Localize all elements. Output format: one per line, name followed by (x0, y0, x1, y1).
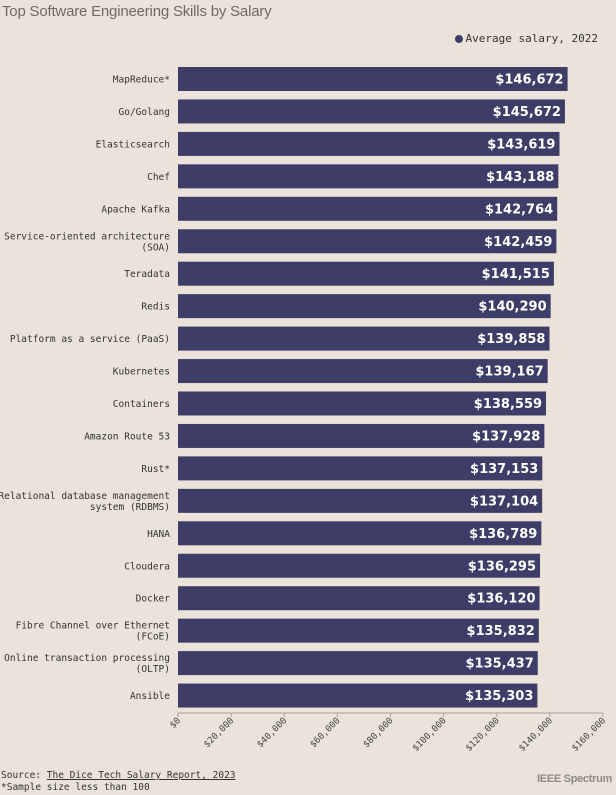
category-label: Amazon Route 53 (84, 431, 170, 442)
x-tick-label: $120,000 (464, 716, 502, 754)
sample-size-note: *Sample size less than 100 (1, 782, 150, 793)
value-label: $142,459 (484, 235, 552, 250)
category-label: Fibre Channel over Ethernet (16, 621, 170, 632)
category-label: Ansible (130, 691, 170, 702)
legend-swatch (454, 34, 463, 43)
value-label: $135,303 (465, 689, 533, 704)
bar (178, 651, 538, 676)
bar (178, 131, 560, 156)
value-label: $135,832 (467, 624, 535, 639)
x-tick-label: $0 (168, 716, 183, 731)
bar (178, 229, 557, 254)
bar (178, 99, 565, 124)
category-label: Chef (147, 172, 170, 183)
value-label: $140,290 (478, 300, 546, 315)
category-label: (OLTP) (136, 664, 170, 675)
category-label: Apache Kafka (101, 204, 170, 215)
value-label: $143,188 (486, 170, 554, 185)
legend: Average salary, 2022 (454, 32, 598, 45)
category-label: Platform as a service (PaaS) (10, 334, 170, 345)
category-label: Relational database management (0, 491, 170, 502)
category-label: Online transaction processing (4, 653, 170, 664)
source-note: Source: The Dice Tech Salary Report, 202… (1, 770, 236, 794)
category-label: Docker (136, 594, 171, 605)
bar (178, 586, 540, 611)
category-label: system (RDBMS) (90, 502, 170, 513)
bar (178, 521, 542, 546)
x-tick-label: $160,000 (570, 716, 608, 754)
bar (178, 423, 545, 448)
bar (178, 196, 558, 221)
category-label: Teradata (124, 269, 170, 280)
x-tick-label: $140,000 (517, 716, 555, 754)
value-label: $141,515 (482, 267, 550, 282)
value-label: $145,672 (493, 105, 561, 120)
chart-title: Top Software Engineering Skills by Salar… (2, 3, 272, 20)
x-tick-label: $40,000 (255, 716, 289, 750)
bar (178, 294, 551, 319)
source-link[interactable]: The Dice Tech Salary Report, 2023 (46, 770, 236, 781)
category-label: Elasticsearch (96, 139, 170, 150)
x-tick-label: $80,000 (362, 716, 396, 750)
value-label: $137,104 (470, 494, 538, 509)
value-label: $137,153 (470, 462, 538, 477)
value-label: $138,559 (474, 397, 542, 412)
bar (178, 261, 554, 286)
value-label: $136,295 (468, 559, 536, 574)
bar-chart: $146,672 MapReduce* $145,672 Go/Golang $143,… (0, 67, 608, 754)
category-label: (FCoE) (136, 632, 170, 643)
value-label: $137,928 (472, 429, 540, 444)
brand-logo: IEEE Spectrum (537, 773, 612, 785)
value-label: $136,789 (469, 527, 537, 542)
category-label: Redis (141, 302, 170, 313)
value-label: $142,764 (485, 202, 553, 217)
category-label: (SOA) (141, 242, 170, 253)
legend-label: Average salary, 2022 (465, 32, 598, 45)
bar (178, 164, 559, 189)
source-prefix: Source: (1, 770, 47, 781)
value-label: $135,437 (465, 657, 533, 672)
bar (178, 67, 568, 91)
value-label: $136,120 (467, 592, 535, 607)
bar (178, 456, 543, 481)
category-label: HANA (147, 529, 170, 540)
x-tick-label: $20,000 (202, 716, 236, 750)
bar (178, 391, 547, 416)
category-label: Service-oriented architecture (4, 231, 170, 242)
bar (178, 553, 541, 578)
value-label: $146,672 (495, 73, 563, 88)
value-label: $139,858 (477, 332, 545, 347)
value-label: $139,167 (475, 365, 543, 380)
bar (178, 488, 543, 513)
x-tick-label: $60,000 (309, 716, 343, 750)
bar (178, 683, 538, 708)
category-label: Kubernetes (113, 367, 170, 378)
category-label: MapReduce* (113, 75, 170, 86)
value-label: $143,619 (487, 137, 555, 152)
category-label: Cloudera (124, 561, 170, 572)
category-label: Containers (113, 399, 170, 410)
bar (178, 618, 539, 643)
x-tick-label: $100,000 (411, 716, 449, 754)
bar (178, 326, 550, 351)
category-label: Rust* (141, 464, 170, 475)
category-label: Go/Golang (119, 107, 170, 118)
bar (178, 359, 548, 384)
